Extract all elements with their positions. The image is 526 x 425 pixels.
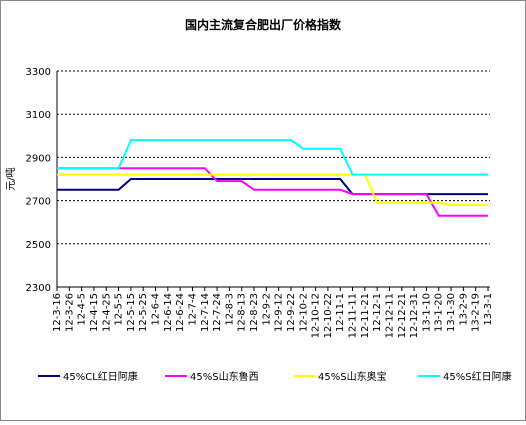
x-tick-label: 12-8-13 [237,293,248,332]
x-tick-label: 12-9-12 [274,293,285,332]
x-tick-label: 13-1-30 [446,293,457,332]
x-tick-label: 12-5-25 [138,293,149,332]
y-tick-label: 2300 [26,283,51,294]
legend-label: 45%S山东奥宝 [318,370,387,383]
chart-title: 国内主流复合肥出厂价格指数 [185,17,342,32]
y-tick-label: 2500 [26,240,51,251]
x-tick-label: 12-11-21 [360,293,371,338]
x-tick-label: 12-12-1 [372,293,383,332]
series-line [57,167,488,217]
x-tick-label: 12-4-5 [77,293,88,326]
x-tick-label: 12-4-25 [101,293,112,332]
y-tick-label: 2900 [26,153,51,164]
x-tick-label: 12-9-2 [261,293,272,326]
x-tick-label: 12-6-4 [151,293,162,326]
y-axis-label: 元/吨 [4,167,17,190]
x-tick-label: 12-10-12 [311,293,322,338]
x-tick-label: 13-1-10 [421,293,432,332]
x-tick-label: 12-3-26 [64,293,75,332]
x-tick-label: 12-5-15 [126,293,137,332]
x-tick-label: 13-1-20 [434,293,445,332]
x-tick-label: 12-10-2 [298,293,309,332]
y-tick-label: 3100 [26,110,51,121]
x-tick-label: 12-8-23 [249,293,260,332]
x-tick-label: 12-7-4 [187,293,198,326]
x-tick-label: 12-6-24 [175,293,186,332]
x-tick-label: 12-12-11 [384,293,395,338]
x-tick-label: 12-11-1 [335,293,346,332]
x-tick-label: 12-6-14 [163,293,174,332]
x-tick-label: 13-2-19 [471,293,482,332]
series-line [57,173,488,206]
x-tick-label: 12-7-24 [212,293,223,332]
x-tick-label: 12-7-14 [200,293,211,332]
legend-label: 45%S红日阿康 [443,370,512,383]
x-tick-label: 12-12-21 [397,293,408,338]
legend-label: 45%CL红日阿康 [63,370,138,383]
x-tick-label: 12-12-31 [409,293,420,338]
y-tick-label: 2700 [26,197,51,208]
x-tick-label: 12-10-22 [323,293,334,338]
x-tick-label: 12-3-16 [52,293,63,332]
x-tick-label: 13-3-1 [483,293,494,326]
series-line [57,139,488,176]
x-tick-label: 12-11-11 [348,293,359,338]
x-tick-label: 12-4-15 [89,293,100,332]
x-tick-label: 12-8-3 [224,293,235,326]
legend-label: 45%S山东鲁西 [190,370,259,383]
x-tick-label: 13-2-9 [458,293,469,326]
y-tick-label: 3300 [26,67,51,78]
x-tick-label: 12-9-22 [286,293,297,332]
x-tick-label: 12-5-5 [114,293,125,326]
